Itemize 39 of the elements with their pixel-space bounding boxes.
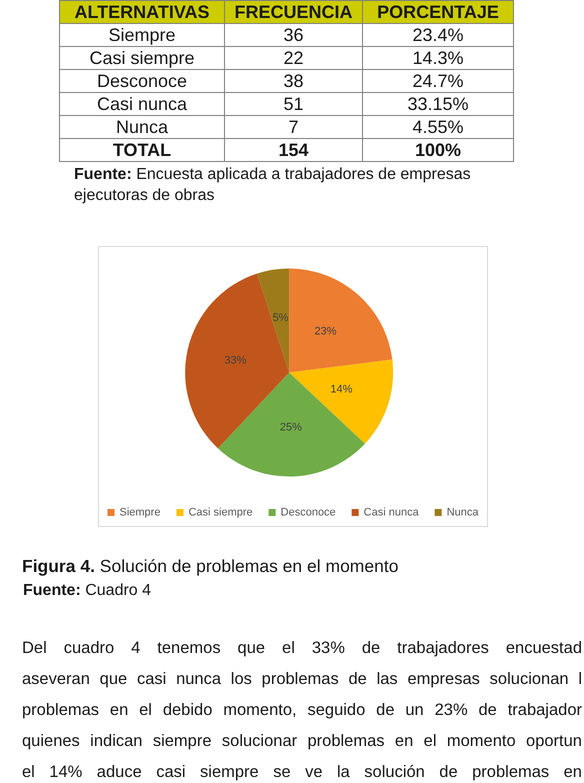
data-label: 25% (280, 422, 302, 434)
text: 7 (224, 116, 362, 138)
text: 51 (224, 92, 362, 116)
text: el 14% aduce casi siempre se ve la solución de problemas en (22, 762, 582, 783)
text: Nunca (60, 116, 224, 138)
data-label: 14% (330, 384, 353, 396)
data-label: 33% (224, 354, 247, 367)
legend-label: Casi nunca (364, 506, 420, 518)
text: problemas en el debido momento, seguido de un 23% de trabajador (22, 700, 582, 721)
text: Siempre (60, 24, 224, 46)
data-label: 23% (314, 325, 337, 338)
text: 22 (224, 46, 362, 70)
text: Casi siempre (60, 46, 224, 70)
source-note: Fuente: Cuadro 4 (23, 582, 152, 600)
legend-label: Desconoce (280, 506, 336, 518)
text: Figura 4. Solución de problemas en el momento (22, 556, 398, 577)
text: 36 (224, 24, 362, 46)
text: Del cuadro 4 tenemos que el 33% de trabajadores encuestad (22, 638, 582, 659)
text: 38 (224, 70, 362, 92)
text: TOTAL (60, 138, 224, 162)
source-note: Fuente: Encuesta aplicada a trabajadores de empresas ejecutoras de obras (74, 165, 472, 206)
text: quienes indican siempre solucionar problemas en el momento oportun (22, 731, 582, 752)
text: PORCENTAJE (362, 0, 514, 24)
text: FRECUENCIA (224, 0, 362, 24)
text: 33.15% (362, 92, 514, 116)
legend-label: Casi siempre (188, 506, 253, 518)
text: aseveran que casi nunca los problemas de las empresas solucionan l (22, 669, 582, 690)
text: 100% (362, 138, 514, 162)
text: 23.4% (362, 24, 514, 46)
text: ALTERNATIVAS (60, 0, 224, 24)
text: Desconoce (60, 70, 224, 92)
text: Casi nunca (60, 92, 224, 116)
legend-label: Siempre (119, 506, 160, 518)
text: 154 (224, 138, 362, 162)
text: 14.3% (362, 46, 514, 70)
legend-label: Nunca (446, 506, 480, 518)
text: 4.55% (362, 116, 514, 138)
text: 24.7% (362, 70, 514, 92)
data-label: 5% (272, 312, 289, 324)
